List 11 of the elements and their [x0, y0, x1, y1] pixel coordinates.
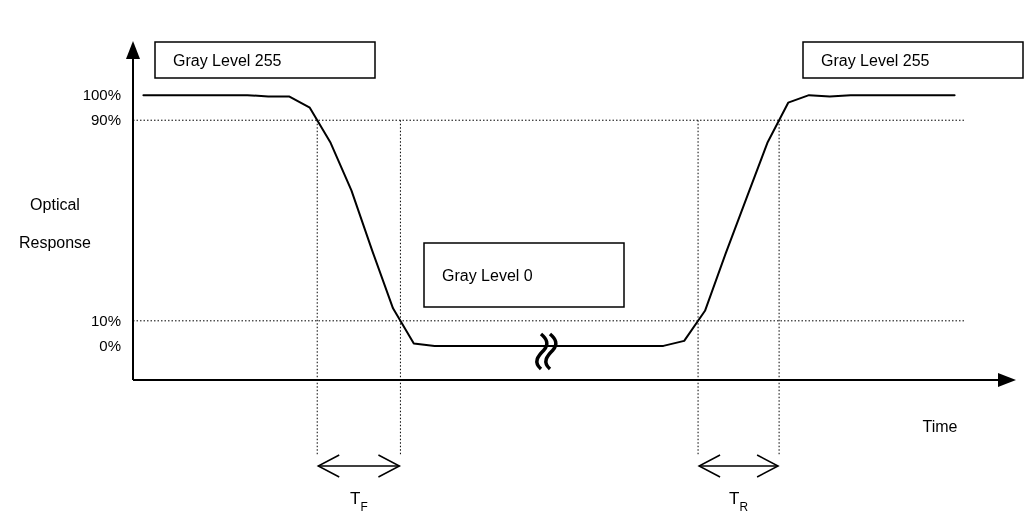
text: T$_{F}$ [350, 489, 368, 514]
y-tick-label: 90% [90, 111, 121, 129]
annotation: Gray Level 0 [442, 266, 533, 284]
annotation: Gray Level 255 [173, 51, 282, 69]
text: Time [922, 418, 958, 435]
text: T$_{R}$ [729, 489, 749, 514]
text: Optical Response [18, 196, 92, 251]
annotation: Gray Level 255 [821, 51, 930, 69]
y-tick-label: 0% [99, 337, 121, 355]
y-tick-label: 10% [90, 312, 121, 330]
y-tick-label: 100% [82, 86, 121, 104]
